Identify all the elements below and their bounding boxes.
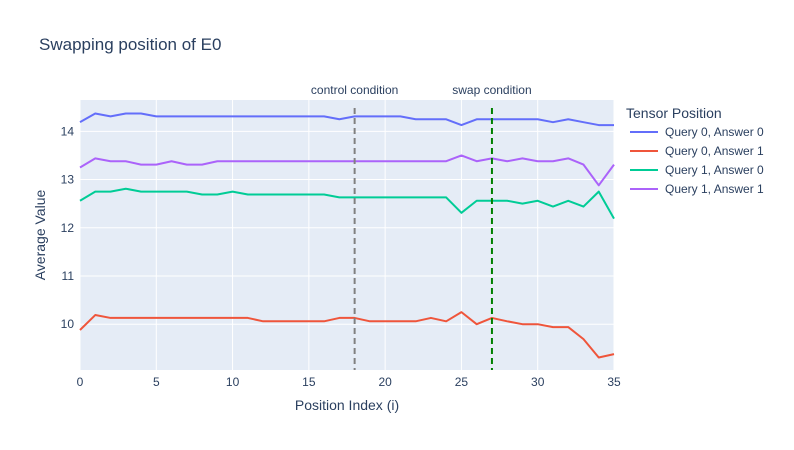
vline-label-0: control condition bbox=[311, 83, 398, 97]
x-tick-label: 25 bbox=[455, 375, 469, 389]
y-tick-label: 13 bbox=[61, 173, 75, 187]
chart-title: Swapping position of E0 bbox=[39, 35, 221, 54]
x-tick-label: 20 bbox=[378, 375, 392, 389]
x-tick-label: 30 bbox=[531, 375, 545, 389]
series-lines bbox=[79, 112, 615, 359]
legend-label-1: Query 0, Answer 1 bbox=[665, 144, 764, 158]
y-tick-label: 12 bbox=[61, 221, 75, 235]
y-tick-label: 10 bbox=[61, 317, 75, 331]
x-axis-title: Position Index (i) bbox=[295, 397, 399, 413]
legend-title: Tensor Position bbox=[626, 105, 722, 121]
x-tick-label: 35 bbox=[607, 375, 621, 389]
vline-label-1: swap condition bbox=[452, 83, 531, 97]
series-line-2 bbox=[79, 187, 615, 220]
y-tick-label: 14 bbox=[61, 124, 75, 138]
x-tick-label: 0 bbox=[77, 375, 84, 389]
series-line-3 bbox=[79, 154, 615, 187]
x-gridlines bbox=[79, 100, 615, 370]
x-tick-labels: 0 5 10 15 20 25 30 35 bbox=[77, 375, 621, 389]
x-tick-label: 15 bbox=[302, 375, 316, 389]
legend-label-2: Query 1, Answer 0 bbox=[665, 163, 764, 177]
y-tick-labels: 10 11 12 13 14 bbox=[61, 124, 75, 331]
series-line-0 bbox=[79, 112, 614, 127]
legend-label-3: Query 1, Answer 1 bbox=[665, 182, 764, 196]
x-tick-label: 10 bbox=[226, 375, 240, 389]
series-line-1 bbox=[79, 311, 615, 359]
plot-area bbox=[80, 100, 614, 370]
y-tick-label: 11 bbox=[62, 269, 75, 283]
condition-lines: control condition swap condition bbox=[311, 83, 532, 370]
legend: Tensor Position Query 0, Answer 0 Query 0… bbox=[626, 105, 764, 196]
x-tick-label: 5 bbox=[153, 375, 160, 389]
y-axis-title: Average Value bbox=[32, 190, 48, 281]
legend-label-0: Query 0, Answer 0 bbox=[665, 125, 764, 139]
